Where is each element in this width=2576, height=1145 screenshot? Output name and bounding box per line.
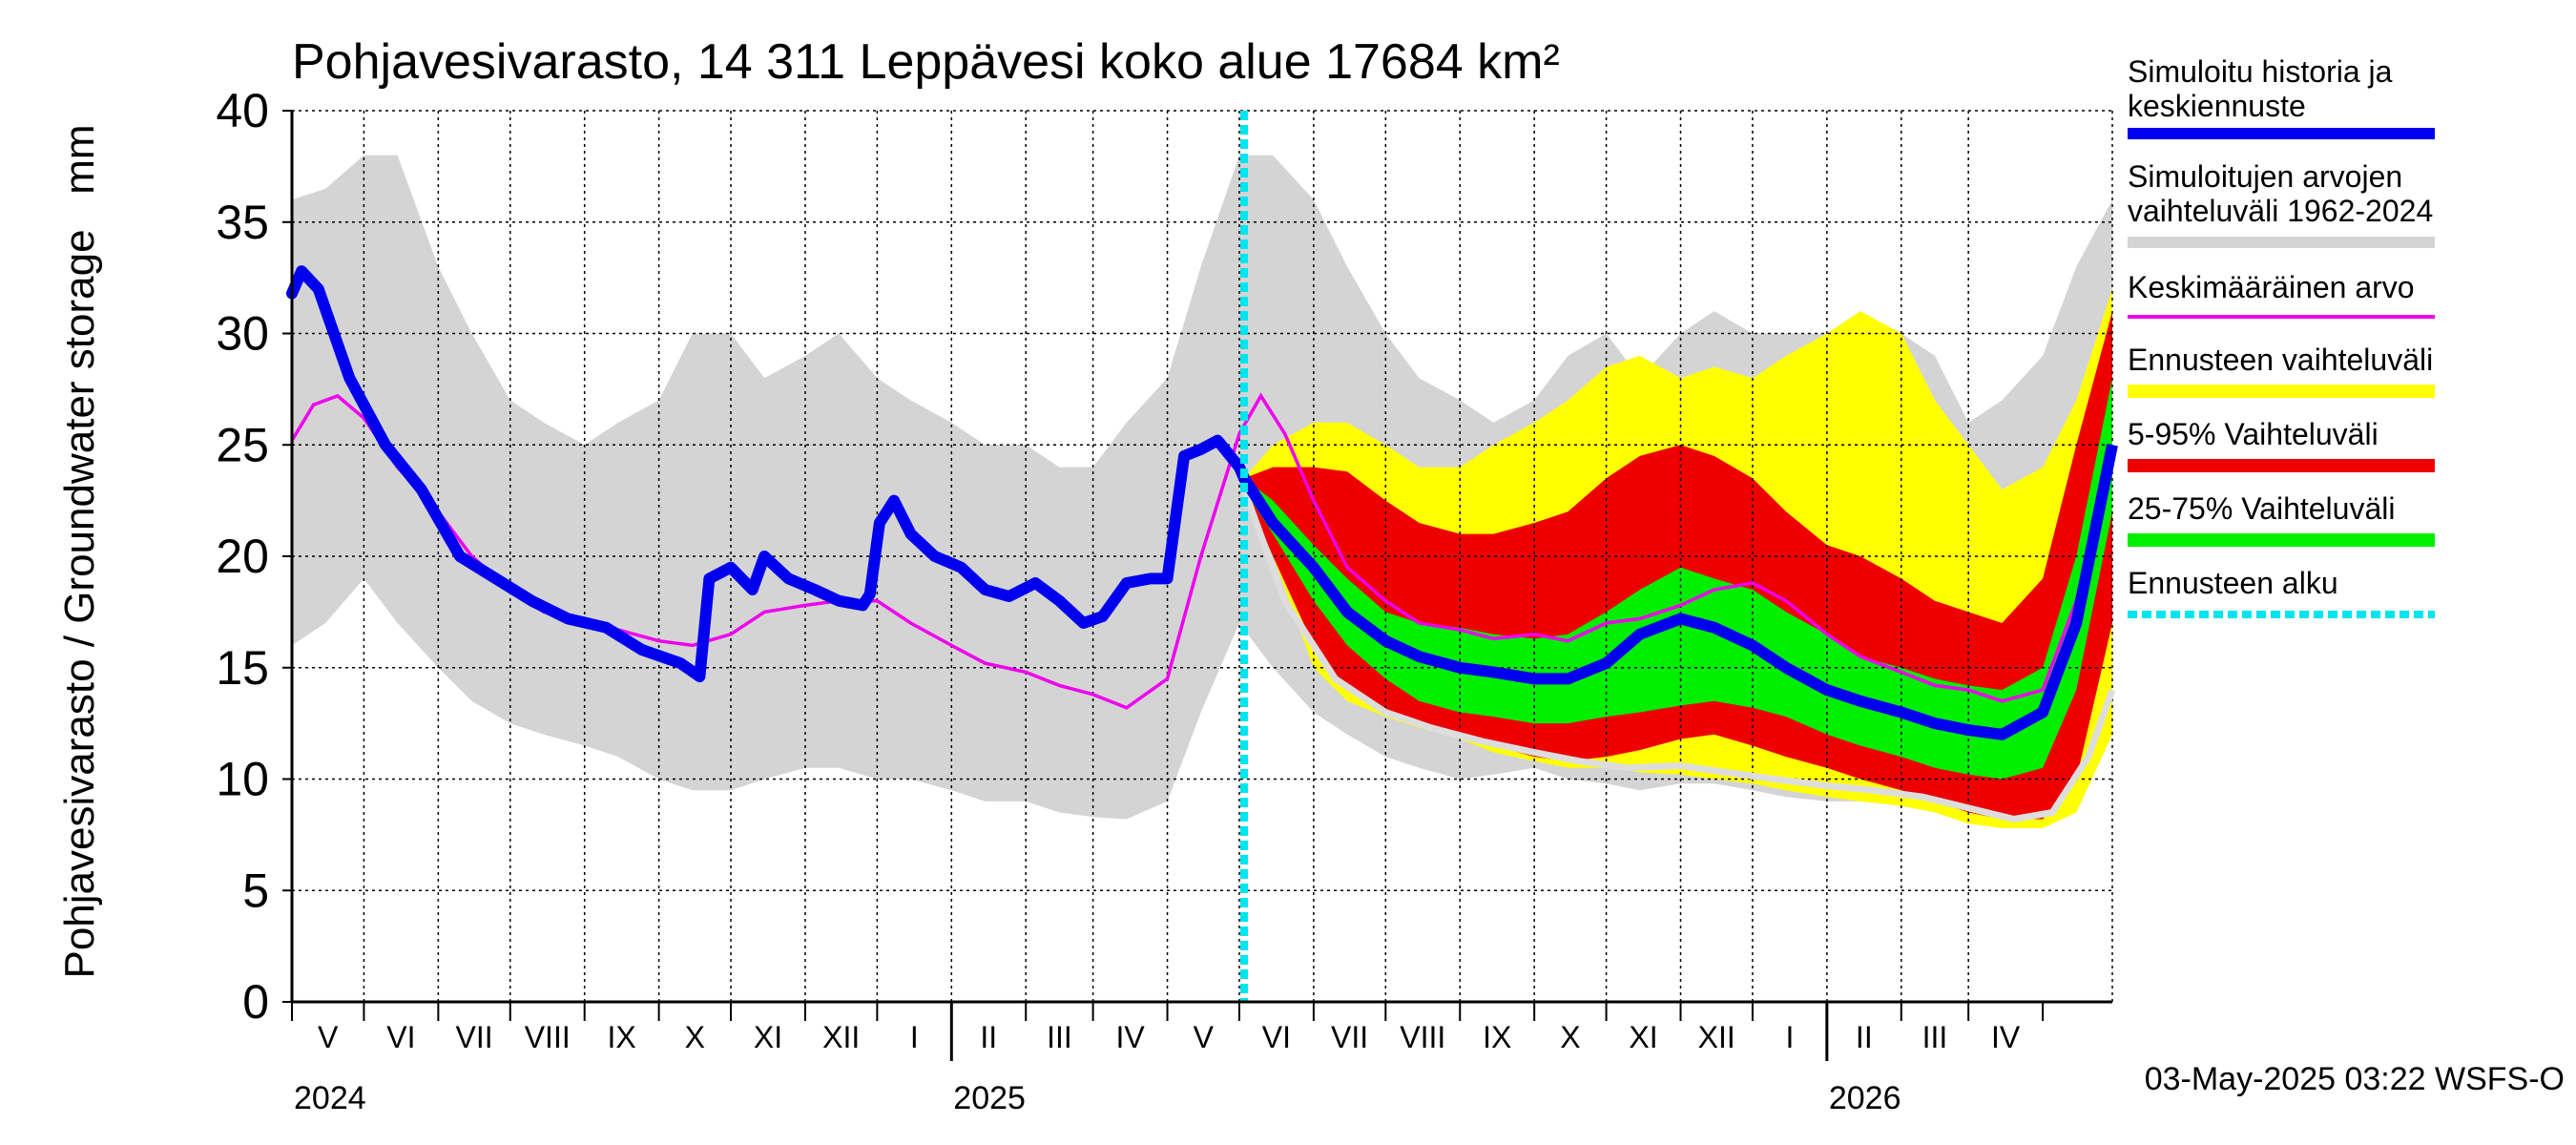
y-tick-label-20: 20 xyxy=(216,530,269,583)
x-month-label-2: VII xyxy=(455,1020,492,1054)
y-tick-label-30: 30 xyxy=(216,307,269,361)
x-month-label-6: XI xyxy=(754,1020,782,1054)
x-month-label-7: XII xyxy=(822,1020,860,1054)
forecast-median-line xyxy=(1238,444,2118,740)
x-month-label-1: VI xyxy=(386,1020,415,1054)
x-month-label-3: VIII xyxy=(525,1020,571,1054)
y-tick-label-5: 5 xyxy=(242,864,269,917)
legend-label-range_hist: Simuloitujen arvojen vaihteluväli 1962-20… xyxy=(2128,159,2433,228)
legend-label-p5_95: 5-95% Vaihteluväli xyxy=(2128,417,2379,451)
p25-75-band xyxy=(1244,378,2112,780)
y-tick-label-0: 0 xyxy=(242,975,269,1029)
forecast-min-line xyxy=(1240,488,2116,823)
history-line xyxy=(286,265,1250,683)
x-month-label-14: VII xyxy=(1331,1020,1368,1054)
x-year-label-2: 2026 xyxy=(1829,1080,1901,1116)
lines-layer xyxy=(286,111,2118,1002)
bands-layer xyxy=(292,155,2112,828)
x-month-label-13: VI xyxy=(1262,1020,1291,1054)
x-month-label-0: V xyxy=(318,1020,339,1054)
x-month-label-22: III xyxy=(1922,1020,1948,1054)
x-year-label-1: 2025 xyxy=(953,1080,1026,1116)
footer-timestamp: 03-May-2025 03:22 WSFS-O xyxy=(2145,1061,2565,1097)
x-month-label-20: I xyxy=(1785,1020,1794,1054)
chart-title: Pohjavesivarasto, 14 311 Leppävesi koko … xyxy=(292,34,1560,90)
y-tick-label-10: 10 xyxy=(216,753,269,806)
x-month-label-16: IX xyxy=(1483,1020,1511,1054)
legend: Simuloitu historia ja keskiennuste Simuloi… xyxy=(2128,54,2435,618)
x-month-label-18: XI xyxy=(1629,1020,1657,1054)
legend-label-history: Simuloitu historia ja keskiennuste xyxy=(2128,54,2393,123)
x-year-label-0: 2024 xyxy=(294,1080,366,1116)
x-month-label-11: IV xyxy=(1115,1020,1145,1054)
x-month-label-8: I xyxy=(910,1020,919,1054)
legend-label-p25_75: 25-75% Vaihteluväli xyxy=(2128,491,2395,526)
y-tick-label-25: 25 xyxy=(216,418,269,471)
x-month-label-23: IV xyxy=(1991,1020,2021,1054)
x-month-label-4: IX xyxy=(608,1020,636,1054)
x-month-label-17: X xyxy=(1560,1020,1580,1054)
y-tick-label-40: 40 xyxy=(216,84,269,137)
y-tick-label-15: 15 xyxy=(216,641,269,695)
legend-label-mean: Keskimääräinen arvo xyxy=(2128,270,2415,304)
x-month-label-15: VIII xyxy=(1400,1020,1445,1054)
legend-label-forecast_start: Ennusteen alku xyxy=(2128,566,2338,600)
y-axis-label: Pohjavesivarasto / Groundwater storage m… xyxy=(56,124,103,978)
x-month-label-10: III xyxy=(1047,1020,1072,1054)
x-month-label-19: XII xyxy=(1698,1020,1735,1054)
grid-layer xyxy=(292,110,2113,1002)
x-month-label-21: II xyxy=(1856,1020,1873,1054)
legend-label-forecast_range: Ennusteen vaihteluväli xyxy=(2128,343,2433,377)
x-month-label-5: X xyxy=(685,1020,705,1054)
x-month-label-12: V xyxy=(1194,1020,1215,1054)
y-tick-label-35: 35 xyxy=(216,196,269,249)
x-month-label-9: II xyxy=(980,1020,997,1054)
